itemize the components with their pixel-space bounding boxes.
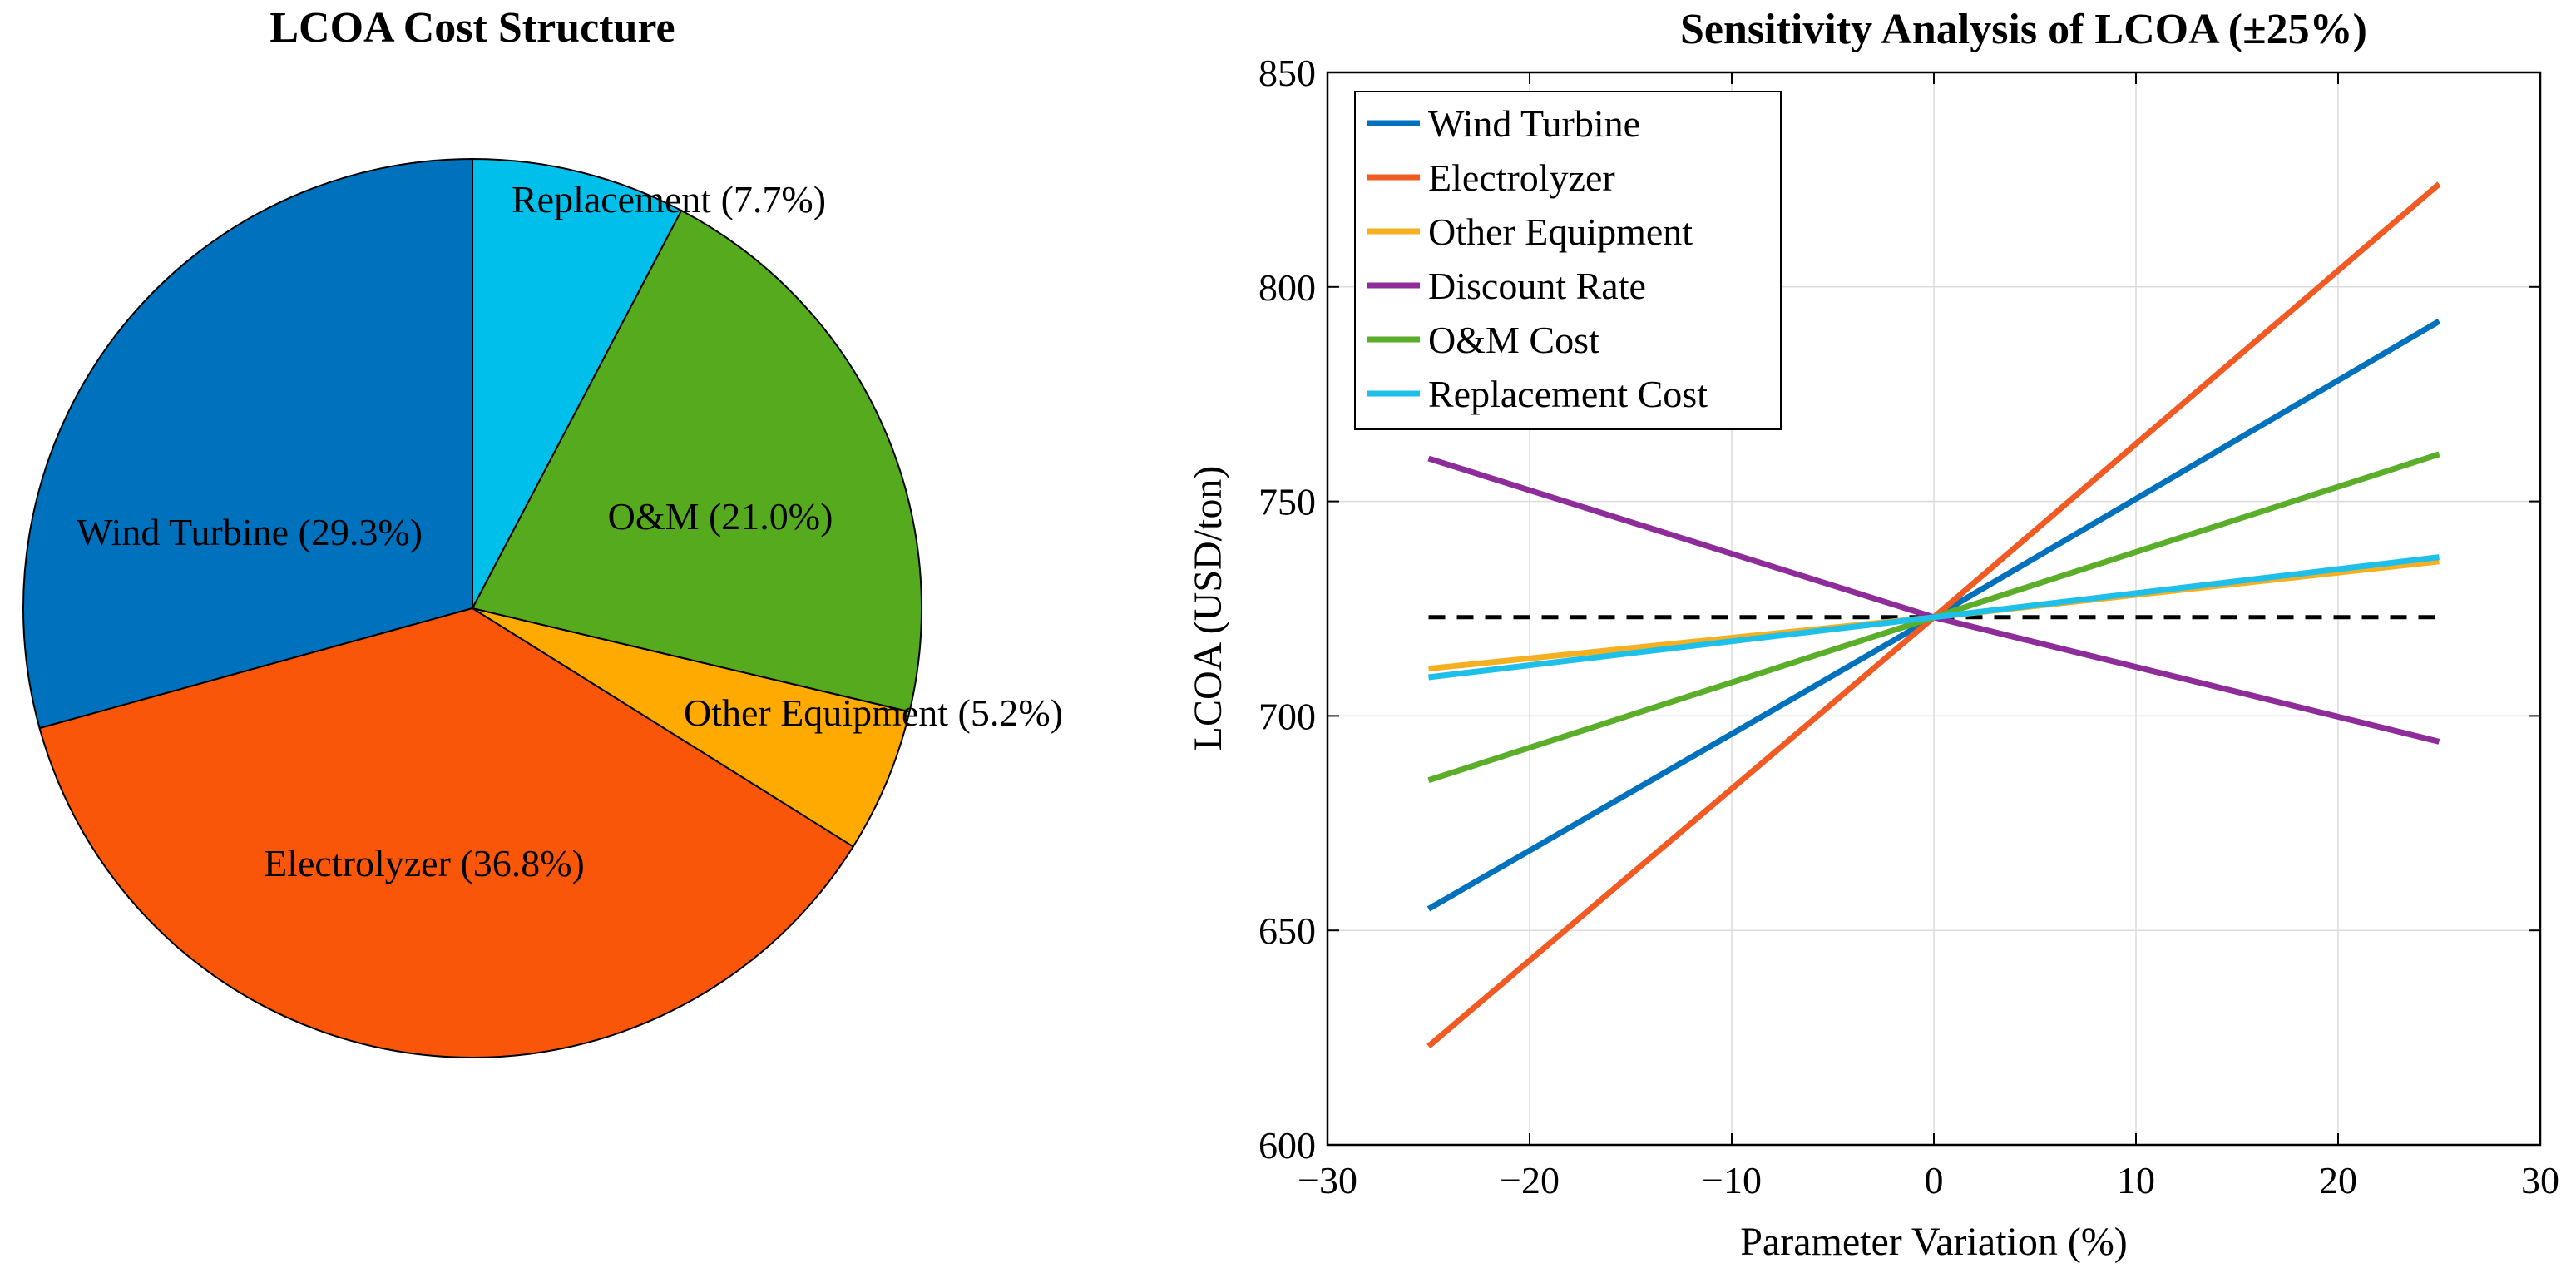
x-tick-label: 20 [2319, 1159, 2357, 1201]
pie-slice-electrolyzer [38, 607, 855, 1058]
legend-label-discount-rate: Discount Rate [1428, 265, 1646, 307]
legend: Wind Turbine Electrolyzer Other Equipment D… [1354, 91, 1782, 430]
x-tick-label: −30 [1298, 1159, 1357, 1201]
pie-chart-panel: LCOA Cost Structure Wind Turbine (29.3%)… [22, 4, 1063, 1058]
pie-slices [22, 157, 922, 1058]
pie-label-other-equipment: Other Equipment (5.2%) [684, 691, 1063, 734]
pie-slice-o-m [471, 209, 922, 713]
legend-label-o-m-cost: O&M Cost [1428, 319, 1599, 361]
y-tick-label: 800 [1258, 266, 1316, 309]
pie-labels: Wind Turbine (29.3%) Electrolyzer (36.8%)… [77, 178, 1063, 884]
series-line-replacement-cost [1428, 554, 2440, 681]
y-tick-label: 600 [1258, 1124, 1316, 1167]
legend-label-replacement-cost: Replacement Cost [1428, 373, 1708, 415]
line-series [1426, 181, 2441, 1049]
axis-ticks: −30 −20 −10 0 10 20 30 600 650 700 750 800 850 [1258, 52, 2559, 1201]
pie-label-wind-turbine: Wind Turbine (29.3%) [77, 511, 423, 553]
pie-slice-replacement [472, 157, 683, 609]
legend-label-other-equipment: Other Equipment [1428, 211, 1693, 253]
line-title: Sensitivity Analysis of LCOA (±25%) [1680, 6, 2367, 53]
x-tick-label: 0 [1925, 1159, 1944, 1201]
x-tick-label: −20 [1500, 1159, 1560, 1201]
legend-box [1354, 91, 1782, 430]
x-tick-label: 30 [2521, 1159, 2559, 1201]
legend-label-electrolyzer: Electrolyzer [1428, 156, 1615, 199]
y-tick-label: 750 [1258, 481, 1316, 523]
y-axis-label: LCOA (USD/ton) [1186, 466, 1230, 751]
pie-label-o-m: O&M (21.0%) [608, 495, 833, 537]
x-tick-label: 10 [2117, 1159, 2155, 1201]
y-tick-label: 700 [1258, 695, 1316, 737]
pie-label-electrolyzer: Electrolyzer (36.8%) [264, 842, 585, 884]
pie-label-replacement: Replacement (7.7%) [512, 178, 826, 220]
line-chart-panel: Sensitivity Analysis of LCOA (±25%) −30−… [1186, 6, 2559, 1264]
y-tick-label: 650 [1258, 909, 1316, 952]
pie-slice-wind-turbine [22, 157, 473, 730]
x-axis-label: Parameter Variation (%) [1740, 1220, 2128, 1264]
legend-label-wind-turbine: Wind Turbine [1428, 102, 1640, 145]
pie-slice-other-equipment [472, 607, 911, 848]
x-tick-label: −10 [1702, 1159, 1762, 1201]
pie-title: LCOA Cost Structure [269, 4, 675, 52]
y-tick-label: 850 [1258, 52, 1316, 94]
